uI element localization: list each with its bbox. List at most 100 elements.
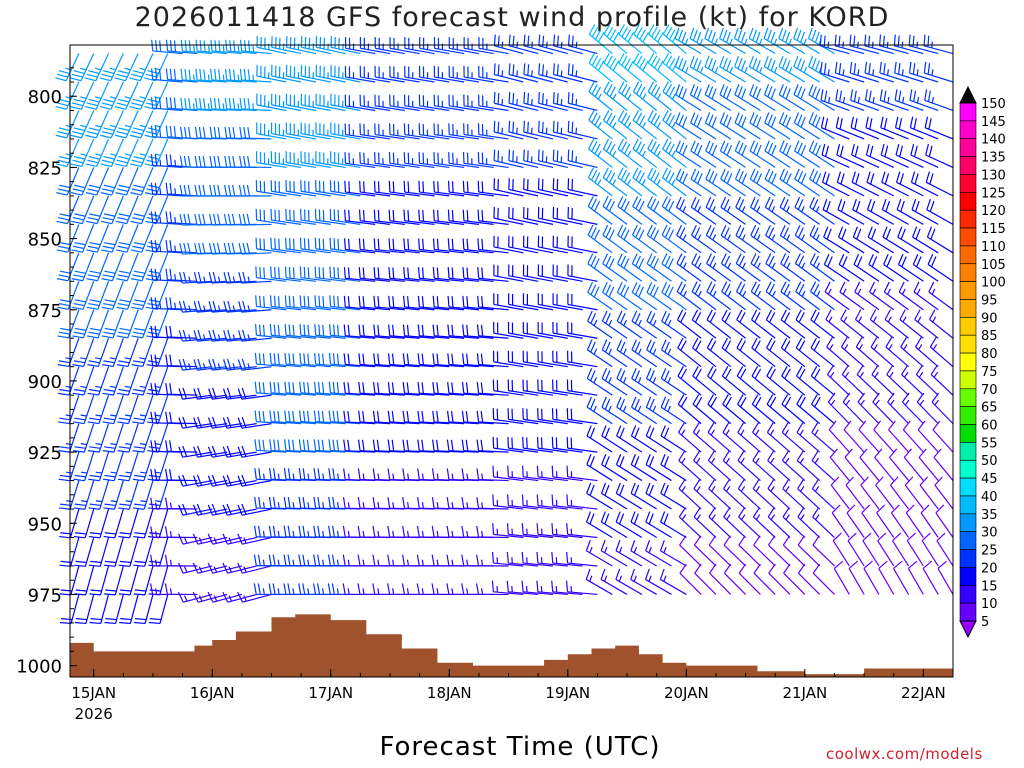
barb-feather [387, 583, 391, 595]
barb-staff [301, 190, 331, 197]
wind-barb [780, 281, 806, 311]
barb-feather [59, 270, 72, 274]
barb-staff [553, 188, 583, 197]
barb-feather [843, 420, 852, 431]
barb-feather [226, 416, 232, 428]
barb-feather [199, 40, 202, 52]
barb-staff [197, 565, 228, 574]
barb-feather [289, 238, 291, 250]
barb-feather [421, 267, 425, 279]
barb-feather [358, 295, 361, 308]
barb-feather [392, 324, 395, 337]
barb-feather [164, 526, 169, 538]
wind-barb [207, 503, 242, 516]
barb-feather [465, 439, 469, 451]
barb-feather [302, 525, 306, 538]
barb-feather [723, 142, 729, 154]
barb-feather [406, 439, 410, 451]
barb-staff [69, 480, 80, 510]
wind-barb [765, 281, 791, 311]
barb-feather [635, 255, 641, 267]
barb-feather [645, 396, 652, 408]
barb-half-feather [262, 502, 265, 509]
barb-staff [601, 464, 628, 482]
barb-staff [113, 423, 124, 453]
barb-feather [605, 227, 612, 238]
barb-feather [183, 242, 187, 255]
barb-staff [602, 320, 628, 339]
wind-barb [779, 168, 806, 197]
barb-staff [692, 347, 717, 368]
barb-feather [782, 535, 791, 546]
barb-feather [779, 140, 785, 152]
wind-barb [766, 366, 791, 396]
barb-staff [691, 319, 717, 339]
barb-feather [57, 364, 69, 368]
barb-half-feather [307, 559, 310, 566]
barb-half-feather [203, 305, 206, 312]
barb-feather [809, 168, 815, 180]
wind-barb [720, 168, 746, 197]
wind-barb [238, 329, 272, 342]
barb-feather [601, 454, 607, 465]
wind-barb [195, 97, 228, 112]
barb-staff [70, 594, 80, 624]
barb-half-feather [321, 588, 325, 595]
barb-staff [256, 305, 287, 311]
wind-barb [116, 281, 139, 310]
barb-half-feather [347, 559, 350, 566]
barb-feather [154, 440, 158, 452]
barb-staff [836, 154, 865, 168]
barb-feather [222, 475, 228, 487]
barb-feather [132, 507, 145, 510]
barb-half-feather [322, 502, 325, 509]
barb-feather [254, 324, 258, 336]
wind-barb [330, 122, 361, 140]
barb-feather [781, 394, 789, 405]
wind-barb [830, 476, 850, 510]
barb-staff [286, 219, 317, 225]
barb-feather [150, 297, 154, 309]
wind-barb [239, 126, 272, 140]
barb-feather [811, 422, 819, 433]
wind-barb [446, 439, 479, 453]
wind-barb [373, 267, 405, 282]
barb-feather [749, 84, 755, 95]
barb-staff [735, 234, 761, 254]
wind-barb [134, 594, 154, 625]
barb-feather [810, 309, 817, 321]
barb-staff [98, 423, 110, 453]
barb-half-feather [169, 502, 173, 509]
barb-staff [419, 162, 450, 169]
barb-staff [81, 138, 95, 167]
barb-feather [465, 411, 469, 423]
barb-feather [609, 86, 616, 97]
barb-staff [360, 220, 391, 225]
barb-feather [402, 525, 406, 538]
barb-feather [188, 40, 191, 52]
barb-feather [86, 249, 98, 253]
barb-half-feather [771, 234, 776, 241]
barb-staff [567, 390, 598, 396]
barb-feather [362, 296, 365, 308]
wind-barb [344, 152, 376, 169]
barb-feather [347, 382, 350, 394]
barb-feather [343, 410, 346, 423]
barb-half-feather [803, 38, 807, 45]
wind-barb [254, 324, 287, 339]
wind-barb [477, 238, 509, 254]
barb-staff [537, 533, 568, 539]
barb-feather [690, 196, 697, 208]
barb-staff [662, 91, 687, 111]
barb-staff [764, 178, 791, 197]
wind-barb [115, 167, 139, 196]
barb-feather [770, 31, 776, 43]
wind-barb [662, 81, 687, 111]
wind-barb [566, 494, 598, 510]
barb-feather [116, 335, 128, 339]
barb-feather [403, 238, 406, 250]
barb-feather [342, 583, 346, 595]
wind-barb [387, 439, 420, 453]
barb-feather [222, 417, 228, 429]
wind-barb [358, 410, 391, 425]
